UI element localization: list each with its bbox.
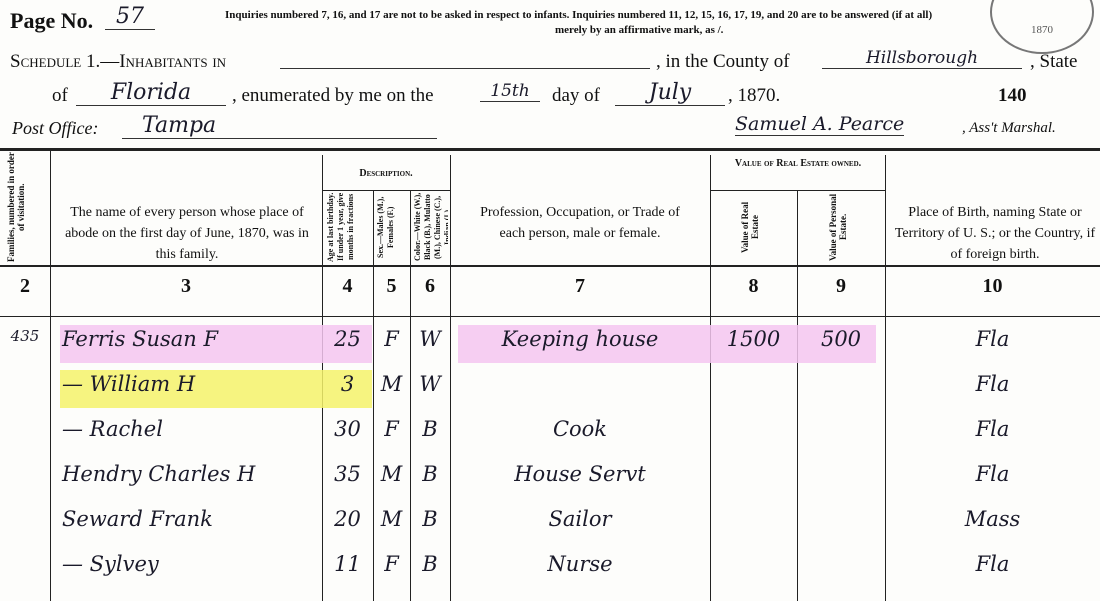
cell-name: Hendry Charles H: [62, 462, 256, 486]
col-2-header: Families, numbered in order of visitatio…: [6, 152, 26, 262]
cell-birthplace: Mass: [964, 507, 1021, 531]
marshal-signature: Samuel A. Pearce: [735, 113, 905, 136]
cell-sex: F: [384, 552, 399, 576]
cell-personal-estate: 500: [820, 327, 862, 351]
cell-occupation: House Servt: [514, 462, 646, 486]
cell-color: W: [419, 372, 441, 396]
col-6-header: Color.—White (W.), Black (B.), Mulatto (…: [413, 192, 448, 262]
enumerated-label: , enumerated by me on the: [232, 85, 434, 106]
col-number: 6: [425, 275, 435, 297]
row-highlight: [60, 325, 372, 363]
cell-sex: M: [380, 462, 403, 486]
real-estate-header: Value of Real Estate owned.: [734, 158, 862, 169]
col-number: 9: [836, 275, 846, 297]
cell-name: Ferris Susan F: [62, 327, 219, 351]
cell-age: 3: [340, 372, 355, 396]
cell-sex: F: [384, 327, 399, 351]
county-value: Hillsborough: [822, 48, 1022, 69]
col-5-header: Sex.—Males (M.), Females (F.): [376, 196, 395, 258]
cell-color: B: [422, 552, 438, 576]
cell-age: 35: [334, 462, 361, 486]
cell-age: 20: [334, 507, 361, 531]
schedule-label: Schedule 1.—Inhabitants in: [10, 51, 227, 72]
cell-name: — Sylvey: [62, 552, 159, 576]
cell-sex: F: [384, 417, 399, 441]
post-office-label: Post Office:: [12, 118, 99, 138]
cell-birthplace: Fla: [975, 462, 1010, 486]
cell-occupation: Sailor: [548, 507, 612, 531]
cell-occupation: Keeping house: [501, 327, 659, 351]
cell-occupation: Cook: [552, 417, 608, 441]
row-highlight: [458, 325, 876, 363]
page-no-label: Page No.: [10, 8, 94, 33]
post-office-value: Tampa: [122, 113, 437, 139]
col-number: 10: [982, 275, 1003, 297]
cell-color: B: [422, 417, 438, 441]
cell-color: W: [419, 327, 441, 351]
col-4-header: Age at last birthday. If under 1 year, g…: [326, 192, 355, 262]
cell-occupation: Nurse: [547, 552, 613, 576]
col-number: 7: [575, 275, 585, 297]
cell-name: — William H: [62, 372, 196, 396]
inhabitants-blank: [280, 56, 650, 69]
cell-age: 11: [334, 552, 361, 576]
col-number: 2: [20, 275, 30, 297]
stamp: 1870: [990, 0, 1094, 54]
cell-sex: M: [380, 372, 403, 396]
col-3-header: The name of every person whose place of …: [65, 205, 309, 262]
day-of-label: day of: [552, 85, 601, 106]
month-value: July: [615, 80, 725, 106]
cell-birthplace: Fla: [975, 552, 1010, 576]
col-10-header: Place of Birth, naming State or Territor…: [894, 205, 1096, 262]
cell-name: — Rachel: [62, 417, 163, 441]
cell-real-estate: 1500: [726, 327, 781, 351]
sheet-number: 140: [998, 85, 1027, 106]
col-number: 3: [181, 275, 191, 297]
state-value: Florida: [76, 80, 226, 106]
description-header: Description.: [359, 168, 413, 179]
cell-age: 30: [334, 417, 361, 441]
col-number: 5: [386, 275, 397, 297]
notice-text-2: merely by an affirmative mark, as /.: [555, 24, 724, 36]
cell-color: B: [422, 507, 438, 531]
of-label: of: [52, 85, 68, 106]
cell-family: 435: [10, 327, 40, 345]
cell-sex: M: [380, 507, 403, 531]
marshal-label: , Ass't Marshal.: [962, 120, 1056, 136]
row-highlight: [60, 370, 372, 408]
county-label: , in the County of: [656, 51, 790, 72]
cell-birthplace: Fla: [975, 417, 1010, 441]
col-9-header: Value of Personal Estate.: [828, 193, 848, 261]
cell-color: B: [422, 462, 438, 486]
col-8-header: Value of Real Estate: [740, 201, 760, 253]
cell-age: 25: [334, 327, 361, 351]
cell-birthplace: Fla: [975, 372, 1010, 396]
day-value: 15th: [480, 81, 540, 102]
col-number: 4: [342, 275, 353, 297]
cell-name: Seward Frank: [62, 507, 213, 531]
page-no: 57: [105, 4, 155, 30]
notice-text: Inquiries numbered 7, 16, and 17 are not…: [225, 9, 933, 21]
col-7-header: Profession, Occupation, or Trade of each…: [480, 205, 680, 241]
cell-birthplace: Fla: [975, 327, 1010, 351]
col-number: 8: [748, 275, 759, 297]
table-top-rule: [0, 148, 1100, 151]
state-label: , State: [1030, 51, 1078, 72]
number-rule: [0, 316, 1100, 317]
header-rule: [0, 265, 1100, 267]
year-label: , 1870.: [728, 85, 781, 106]
